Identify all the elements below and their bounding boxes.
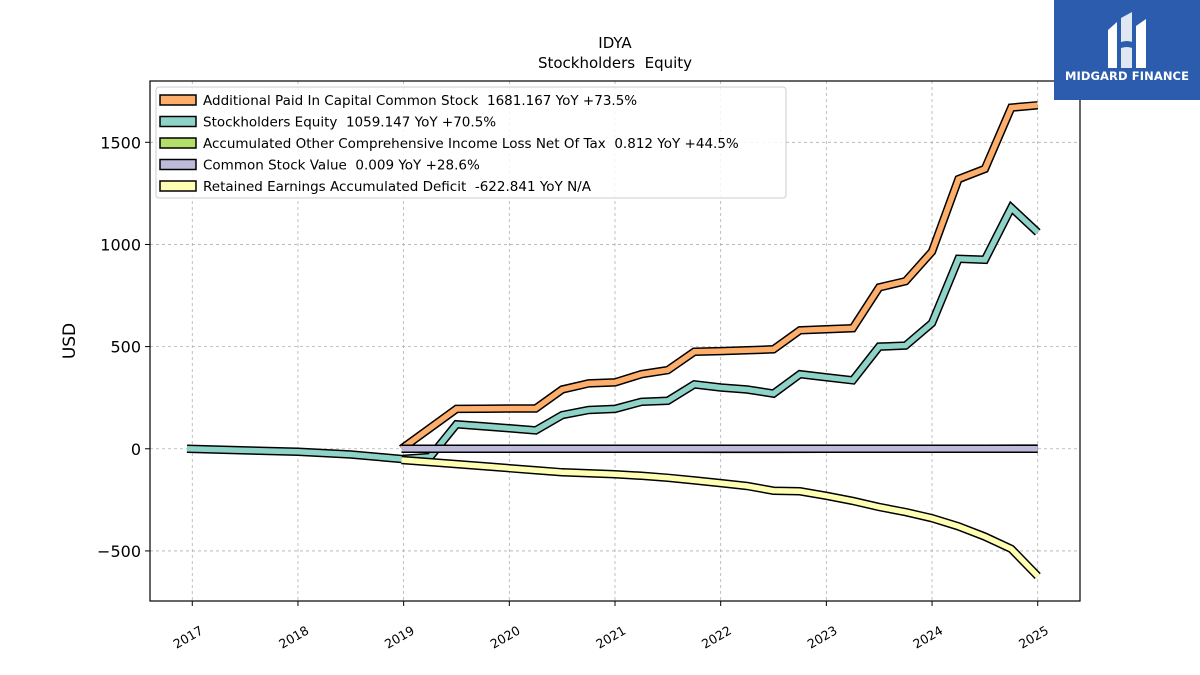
x-tick-label: 2021 [593,623,628,652]
y-tick-label: 500 [110,338,141,357]
y-tick-label: −500 [97,542,141,561]
y-tick-label: 1000 [100,235,141,254]
legend-swatch [159,158,197,171]
series-line [399,101,1039,453]
legend-box [155,86,787,199]
legend-entry: Common Stock Value 0.009 YoY +28.6% [203,158,480,174]
series-line [401,455,1041,580]
x-tick-label: 2022 [699,623,734,652]
x-tick-label: 2024 [910,623,945,652]
legend: Additional Paid In Capital Common Stock … [155,86,787,199]
series-line [186,200,1041,464]
legend-entry: Accumulated Other Comprehensive Income L… [203,136,739,152]
legend-entry: Retained Earnings Accumulated Deficit -6… [203,179,592,195]
brand-name: MIDGARD FINANCE [1064,69,1190,83]
legend-swatch [159,94,197,106]
legend-entry: Stockholders Equity 1059.147 YoY +70.5% [203,115,496,131]
series-lines [186,101,1041,580]
y-tick-label: 0 [131,440,141,459]
midgard-finance-logo: MIDGARD FINANCE [1054,0,1200,100]
x-tick-label: 2020 [488,623,523,652]
x-tick-label: 2018 [276,623,311,652]
chart-subtitle: Stockholders Equity [538,54,692,72]
legend-swatch [159,137,197,149]
legend-swatch [159,180,197,192]
y-axis-label: USD [60,323,80,359]
legend-entry: Additional Paid In Capital Common Stock … [203,93,637,109]
y-axis-ticks: −500 0 500 1000 1500 [97,133,150,561]
y-tick-label: 1500 [100,133,141,152]
x-tick-label: 2023 [805,623,840,652]
x-tick-label: 2017 [170,623,205,652]
legend-swatch [159,115,197,128]
x-tick-label: 2019 [382,623,417,652]
chart-title: IDYA [598,34,632,52]
midgard-finance-logo-icon [1108,12,1146,68]
x-tick-label: 2025 [1016,623,1051,652]
x-axis-ticks: 2017 2018 2019 2020 2021 2022 2023 2024 2025 [170,601,1051,652]
